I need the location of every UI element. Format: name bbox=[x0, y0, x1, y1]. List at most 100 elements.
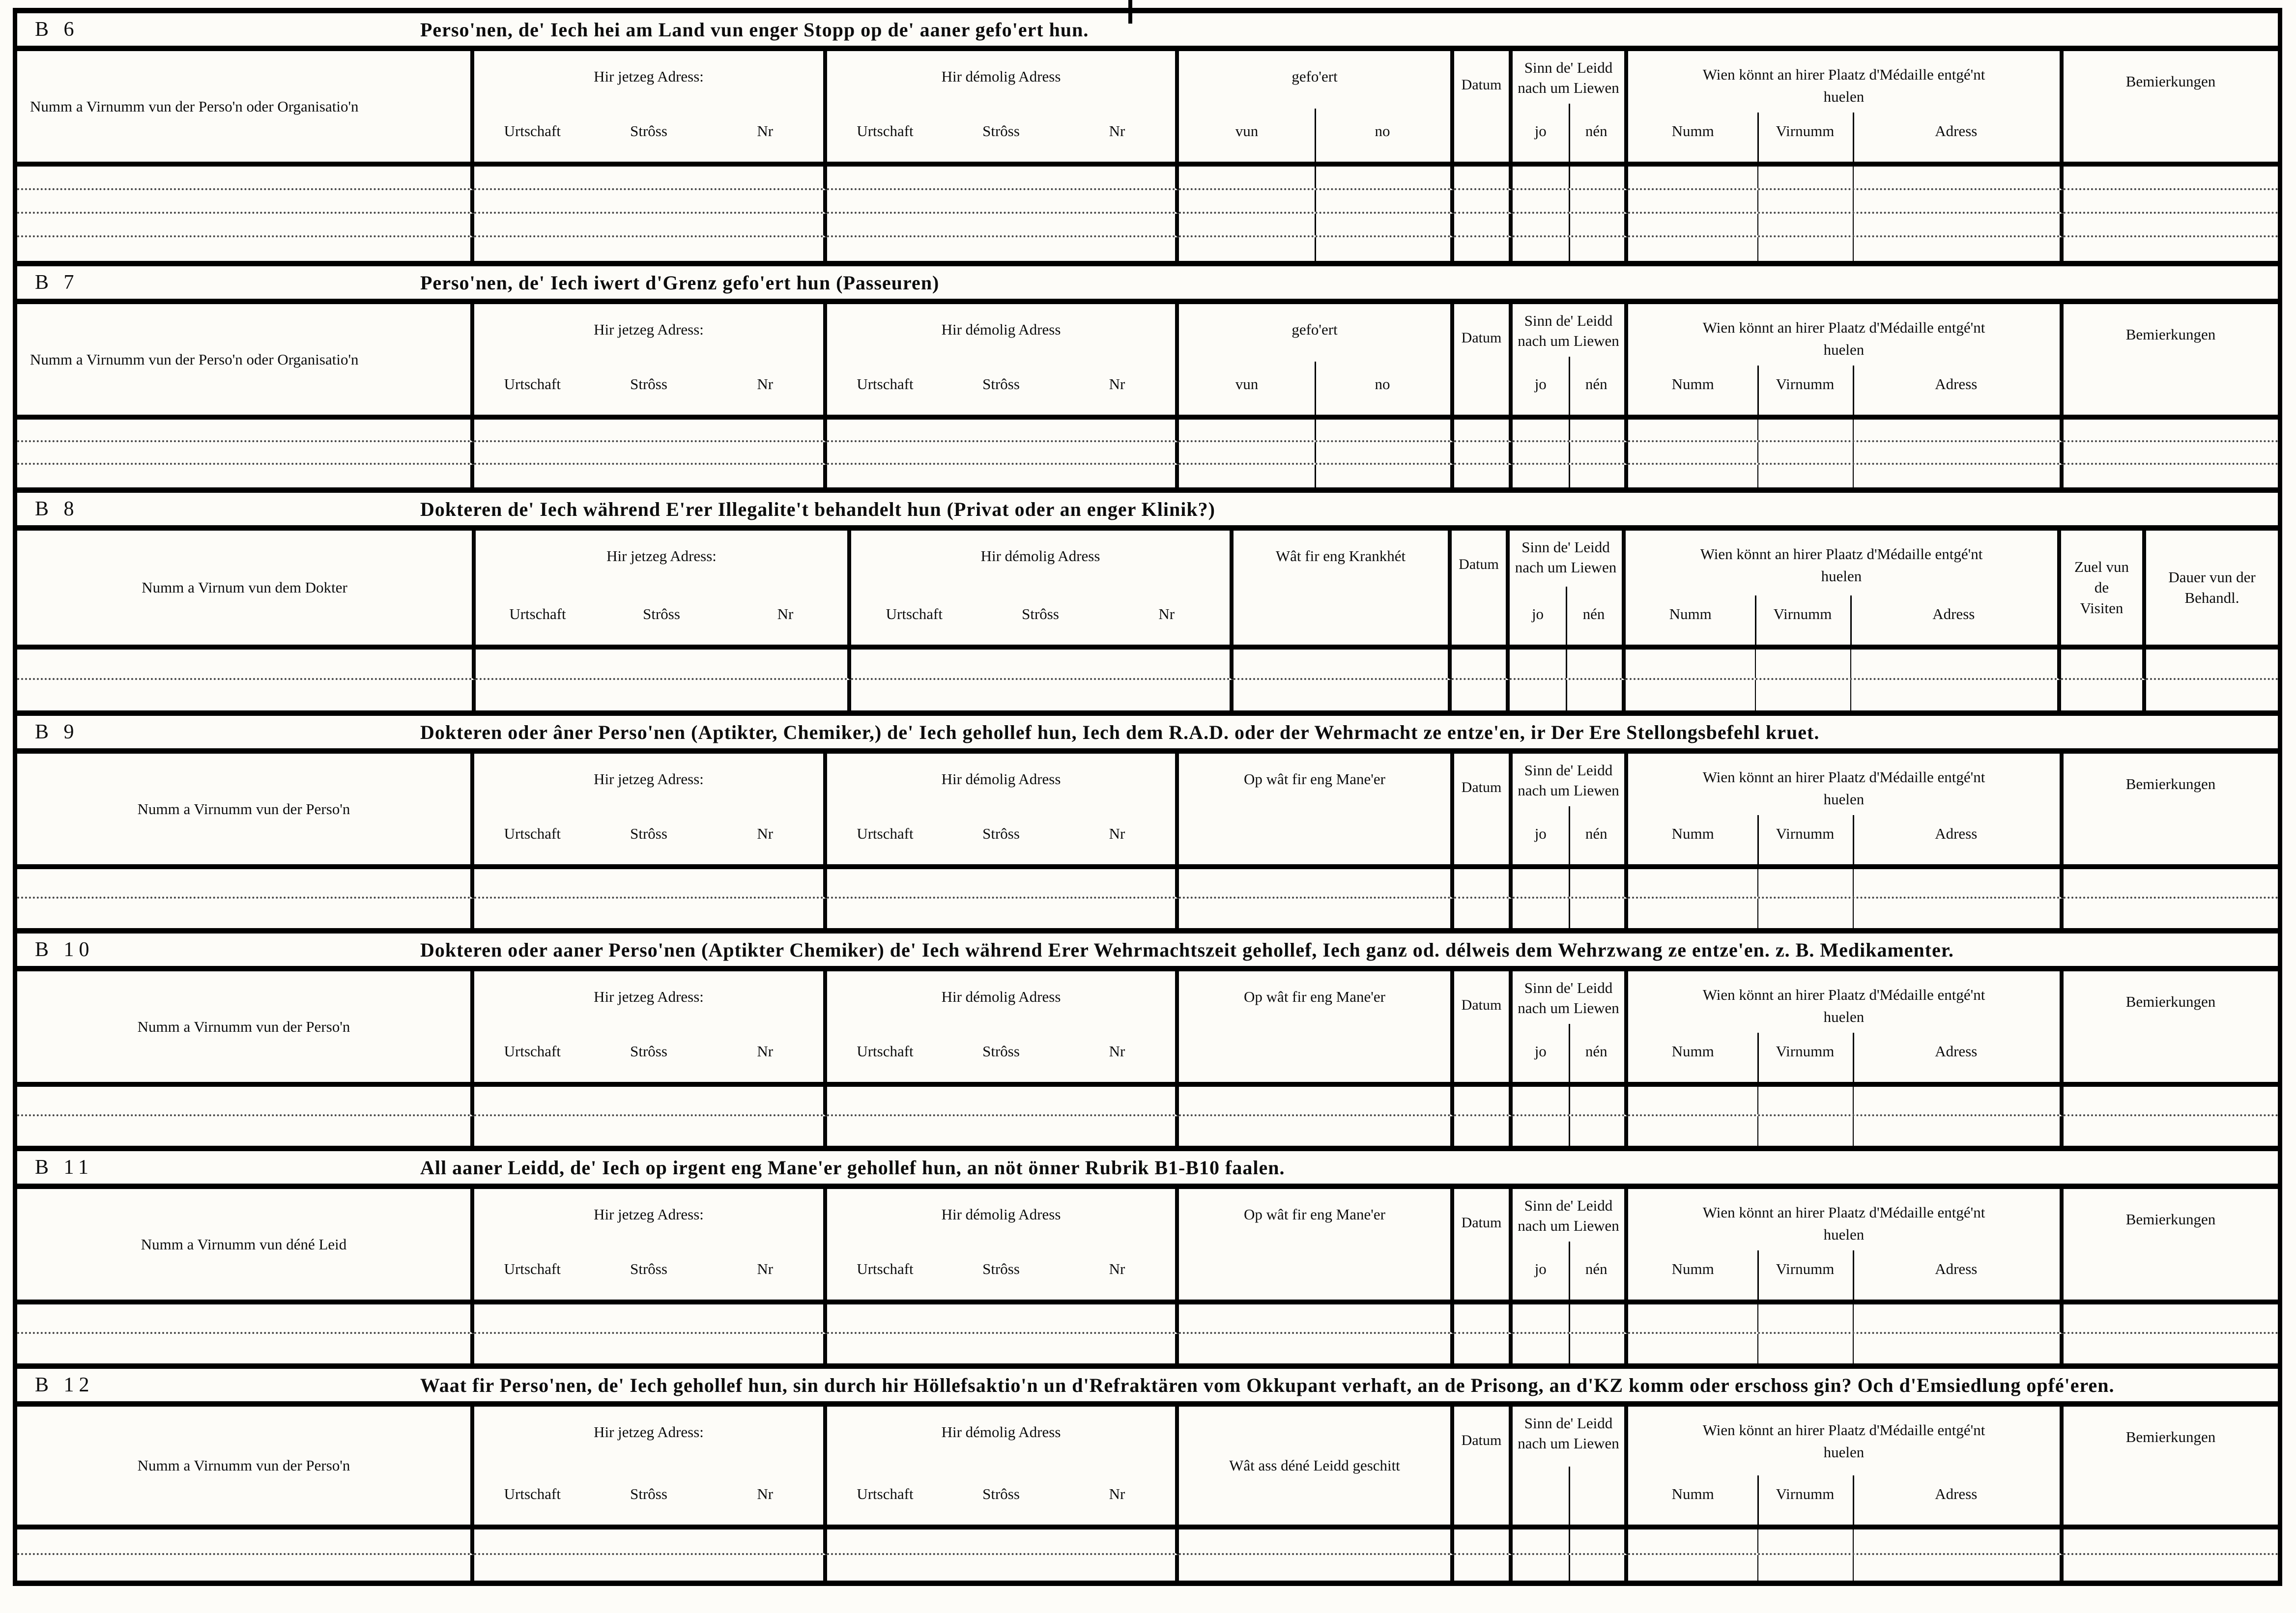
entry-cell bbox=[1454, 869, 1513, 899]
entry-cell bbox=[474, 420, 827, 442]
nr-label: Nr bbox=[757, 1485, 774, 1502]
nr-label: Nr bbox=[757, 1043, 774, 1060]
entry-cell bbox=[827, 214, 1179, 237]
entry-cell bbox=[1234, 680, 1452, 710]
entry-cell bbox=[1179, 1555, 1454, 1581]
header-col-alive: Sinn de' Leidd nach um Liewen jo nén bbox=[1510, 531, 1626, 645]
nr-label: Nr bbox=[757, 375, 774, 393]
jo-label: jo bbox=[1534, 1260, 1547, 1277]
manner-label: Op wât fir eng Mane'er bbox=[1244, 770, 1385, 788]
entry-cell bbox=[1513, 420, 1628, 442]
alive-label: Sinn de' Leidd nach um Liewen bbox=[1518, 59, 1619, 96]
header-col-illness: Wât fir eng Krankhét bbox=[1234, 531, 1452, 645]
nr-label: Nr bbox=[1109, 375, 1125, 393]
nen-label: nén bbox=[1582, 605, 1605, 623]
entry-cell bbox=[1179, 190, 1454, 214]
nr-label: Nr bbox=[777, 605, 794, 623]
current-address-label: Hir jetzeg Adress: bbox=[606, 547, 717, 565]
address-sub-labels: Urtschaft Strôss Nr bbox=[827, 1043, 1175, 1060]
table-row bbox=[17, 237, 2278, 261]
header-col-visit-count: Zuel vun de Visiten bbox=[2061, 531, 2146, 645]
header-col-date: Datum bbox=[1454, 51, 1513, 162]
table-row bbox=[17, 1087, 2278, 1116]
entry-cell bbox=[1513, 1555, 1628, 1581]
current-address-label: Hir jetzeg Adress: bbox=[594, 770, 704, 788]
table-row bbox=[17, 1116, 2278, 1146]
header-col-current-address: Hir jetzeg Adress: Urtschaft Strôss Nr bbox=[474, 1407, 827, 1525]
nr-label: Nr bbox=[1109, 122, 1125, 140]
header-col-remarks: Bemierkungen bbox=[2064, 971, 2278, 1082]
table-row bbox=[17, 1304, 2278, 1334]
table-row bbox=[17, 1334, 2278, 1363]
entry-cell bbox=[1628, 442, 2064, 465]
remarks-label: Bemierkungen bbox=[2125, 1428, 2216, 1445]
urtschaft-label: Urtschaft bbox=[504, 1485, 561, 1502]
section-title: Waat fir Perso'nen, de' Iech gehollef hu… bbox=[420, 1374, 2115, 1396]
header-col-name: Numm a Virnumm vun der Perso'n bbox=[17, 1407, 474, 1525]
numm-label: Numm bbox=[1671, 1043, 1714, 1060]
header-col-medal-recipient: Wien könnt an hirer Plaatz d'Médaille en… bbox=[1628, 754, 2064, 864]
entry-cell bbox=[827, 1304, 1179, 1334]
virnumm-label: Virnumm bbox=[1773, 605, 1832, 623]
virnumm-label: Virnumm bbox=[1776, 825, 1835, 842]
current-address-label: Hir jetzeg Adress: bbox=[594, 1423, 704, 1441]
section-id: B 10 bbox=[35, 938, 94, 961]
manner-label: Op wât fir eng Mane'er bbox=[1244, 988, 1385, 1005]
header-row: Numm a Virnumm vun der Perso'n Hir jetze… bbox=[17, 754, 2278, 869]
name-col-label: Numm a Virnum vun dem Dokter bbox=[142, 579, 347, 596]
entry-cell bbox=[2064, 465, 2278, 487]
former-address-label: Hir démolig Adress bbox=[941, 770, 1061, 788]
treatment-duration-label: Dauer vun der Behandl. bbox=[2168, 568, 2256, 606]
nen-label: nén bbox=[1585, 825, 1607, 842]
former-address-label: Hir démolig Adress bbox=[980, 547, 1100, 565]
address-sub-labels: Urtschaft Strôss Nr bbox=[827, 1485, 1175, 1503]
entry-cell bbox=[827, 1529, 1179, 1555]
header-col-alive: Sinn de' Leidd nach um Liewen jo nén bbox=[1513, 51, 1628, 162]
nr-label: Nr bbox=[1109, 1043, 1125, 1060]
entry-cell bbox=[474, 237, 827, 261]
date-label: Datum bbox=[1461, 330, 1502, 346]
medal-recipient-label: Wien könnt an hirer Plaatz d'Médaille en… bbox=[1702, 768, 1985, 808]
entry-cell bbox=[1179, 1087, 1454, 1116]
stross-label: Strôss bbox=[630, 122, 667, 140]
entry-cell bbox=[1513, 1304, 1628, 1334]
alive-sub-labels: jo nén bbox=[1513, 825, 1624, 843]
medal-sub-labels: Numm Virnumm Adress bbox=[1628, 1043, 2060, 1060]
header-col-alive: Sinn de' Leidd nach um Liewen jo nén bbox=[1513, 971, 1628, 1082]
alive-sub-labels: jo nén bbox=[1513, 1260, 1624, 1278]
stross-label: Strôss bbox=[982, 1260, 1020, 1277]
address-sub-labels: Urtschaft Strôss Nr bbox=[474, 122, 823, 140]
nr-label: Nr bbox=[1109, 1485, 1125, 1502]
entry-cell bbox=[1628, 1304, 2064, 1334]
current-address-label: Hir jetzeg Adress: bbox=[594, 1206, 704, 1223]
stross-label: Strôss bbox=[630, 1485, 667, 1502]
header-col-date: Datum bbox=[1454, 971, 1513, 1082]
entry-cell bbox=[1454, 442, 1513, 465]
section-title: Dokteren de' Iech während E'rer Illegali… bbox=[420, 498, 1215, 520]
entry-cell bbox=[1179, 1334, 1454, 1363]
address-sub-labels: Urtschaft Strôss Nr bbox=[827, 1260, 1175, 1278]
virnumm-label: Virnumm bbox=[1776, 1485, 1835, 1502]
header-col-current-address: Hir jetzeg Adress: Urtschaft Strôss Nr bbox=[474, 51, 827, 162]
entry-cell bbox=[827, 1555, 1179, 1581]
entry-cell bbox=[1628, 1334, 2064, 1363]
alive-label: Sinn de' Leidd nach um Liewen bbox=[1518, 762, 1619, 799]
alive-label: Sinn de' Leidd nach um Liewen bbox=[1518, 979, 1619, 1017]
header-col-former-address: Hir démolig Adress Urtschaft Strôss Nr bbox=[827, 754, 1179, 864]
medal-recipient-label: Wien könnt an hirer Plaatz d'Médaille en… bbox=[1702, 986, 1985, 1025]
former-address-label: Hir démolig Adress bbox=[941, 1423, 1061, 1441]
entry-cell bbox=[17, 899, 474, 928]
nen-label: nén bbox=[1585, 375, 1607, 393]
alive-sub-labels: jo nén bbox=[1510, 605, 1622, 623]
entry-cell bbox=[474, 1087, 827, 1116]
section-id: B 12 bbox=[35, 1374, 94, 1396]
medal-sub-labels: Numm Virnumm Adress bbox=[1628, 1260, 2060, 1278]
section-b9: B 9 Dokteren oder âner Perso'nen (Aptikt… bbox=[13, 710, 2282, 928]
header-col-alive: Sinn de' Leidd nach um Liewen bbox=[1513, 1407, 1628, 1525]
entry-cell bbox=[476, 650, 851, 680]
entry-cell bbox=[1628, 1555, 2064, 1581]
entry-cell bbox=[1513, 465, 1628, 487]
vun-label: vun bbox=[1235, 122, 1259, 140]
entry-cell bbox=[474, 167, 827, 190]
